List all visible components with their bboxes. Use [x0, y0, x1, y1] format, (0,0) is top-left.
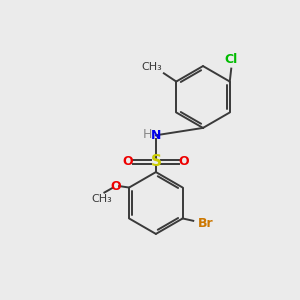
Text: N: N — [151, 129, 162, 142]
Text: CH₃: CH₃ — [91, 194, 112, 204]
Text: CH₃: CH₃ — [142, 62, 162, 72]
Text: O: O — [111, 180, 122, 193]
Text: Br: Br — [198, 217, 214, 230]
Text: Cl: Cl — [225, 53, 238, 66]
Text: S: S — [150, 154, 161, 169]
Text: O: O — [123, 155, 133, 168]
Text: O: O — [178, 155, 189, 168]
Text: H: H — [142, 128, 152, 141]
